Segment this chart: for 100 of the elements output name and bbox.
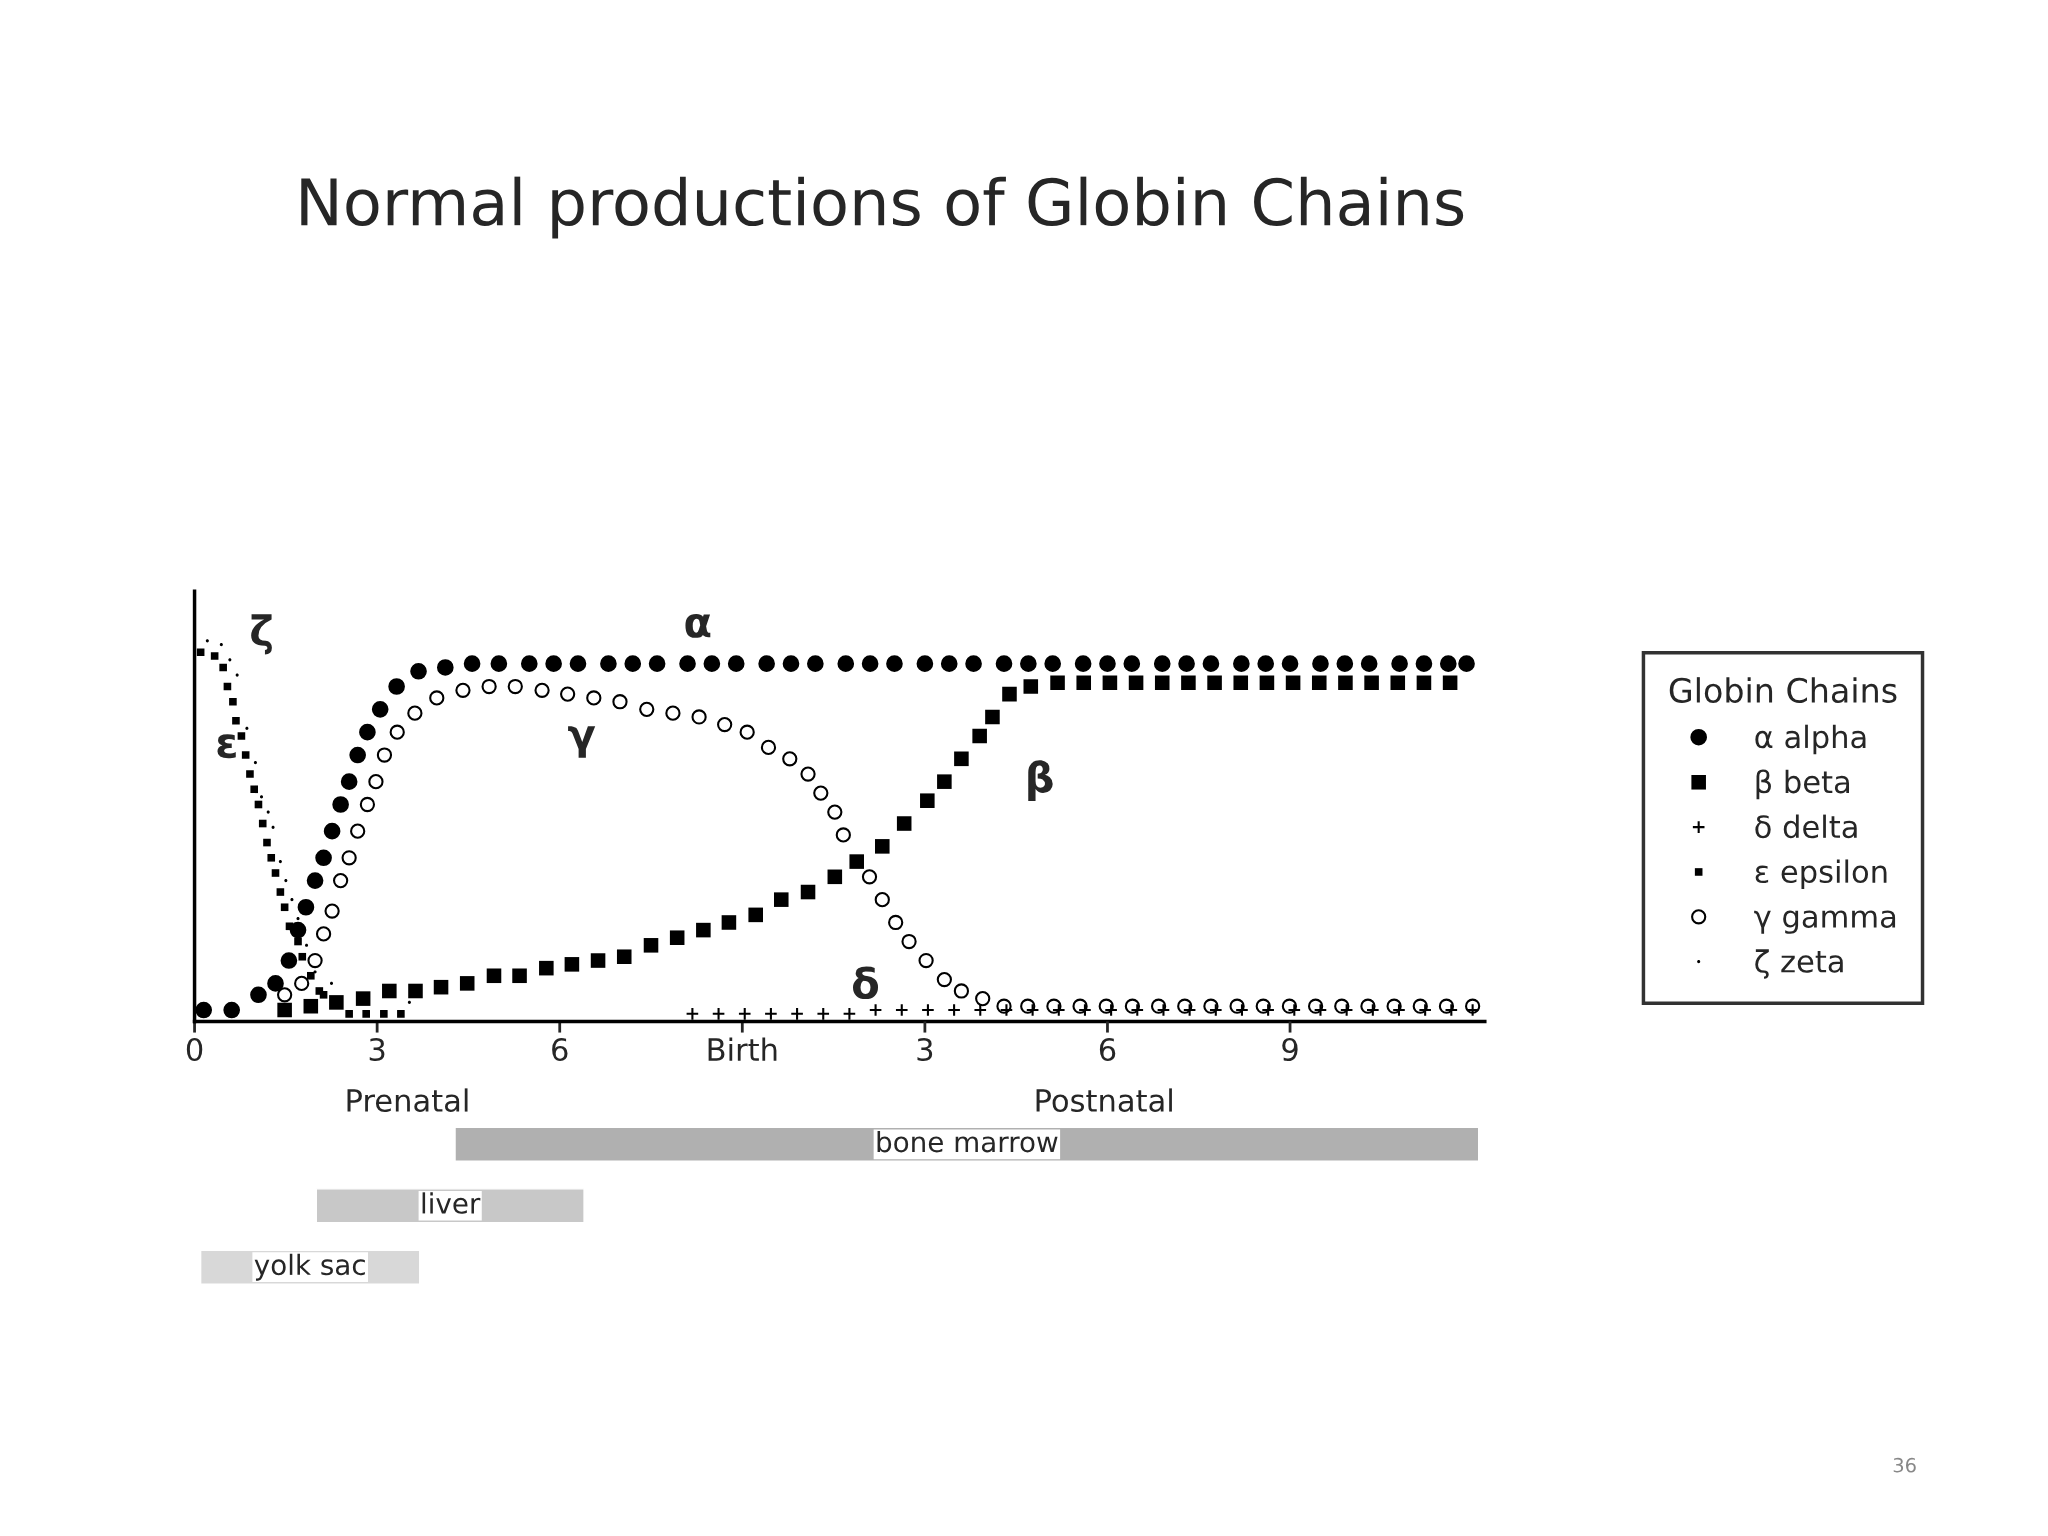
- point: [800, 884, 816, 900]
- point: [1076, 675, 1092, 690]
- point: [1044, 655, 1062, 672]
- point: [564, 957, 580, 972]
- point: [306, 872, 324, 889]
- point: [507, 678, 523, 695]
- point: [241, 751, 250, 759]
- point: [807, 655, 824, 672]
- point: [1233, 675, 1249, 690]
- point: [995, 655, 1013, 672]
- point: [973, 1003, 988, 1017]
- point: [1465, 1003, 1480, 1017]
- legend-label: δ delta: [1755, 814, 1857, 839]
- point: [1051, 1003, 1066, 1017]
- point: [679, 655, 696, 672]
- point: [340, 773, 358, 790]
- point: [696, 922, 711, 938]
- point: [1020, 655, 1037, 672]
- point: [918, 952, 934, 969]
- annotation: δ: [852, 966, 879, 1000]
- point: [332, 796, 349, 813]
- point: [1439, 655, 1457, 672]
- point: [294, 937, 302, 946]
- point: [954, 751, 969, 767]
- legend-label: γ gamma: [1754, 910, 1896, 934]
- text: Prenatal: [347, 1088, 468, 1113]
- point: [1416, 675, 1432, 690]
- point: [875, 839, 890, 854]
- point: [616, 949, 632, 965]
- point: [985, 709, 1000, 725]
- point: [1365, 1003, 1380, 1017]
- point: [842, 1006, 857, 1021]
- point: [1418, 1003, 1432, 1017]
- point: [669, 930, 685, 945]
- point: [1313, 1003, 1328, 1017]
- legend-label: ε epsilon: [1755, 859, 1887, 890]
- point: [376, 747, 393, 763]
- point: [278, 860, 282, 864]
- point: [1123, 655, 1141, 672]
- point: [362, 1010, 370, 1018]
- point: [1390, 675, 1406, 690]
- point: [711, 1006, 726, 1021]
- point: [773, 892, 789, 907]
- text: Postnatal: [1036, 1088, 1172, 1113]
- point: [1078, 1003, 1092, 1017]
- point: [1235, 1003, 1249, 1017]
- point: [1338, 675, 1353, 690]
- point: [1074, 655, 1092, 672]
- point: [1128, 675, 1144, 690]
- point: [407, 1000, 411, 1004]
- point: [827, 804, 843, 820]
- point: [429, 690, 445, 706]
- annotation: β: [1028, 760, 1053, 802]
- point: [408, 983, 423, 999]
- point: [888, 914, 904, 931]
- point: [816, 1006, 831, 1021]
- point: [323, 822, 341, 840]
- point: [1178, 655, 1195, 672]
- point: [298, 952, 307, 961]
- point: [648, 655, 666, 672]
- point: [999, 1003, 1014, 1017]
- point: [965, 655, 982, 672]
- point: [258, 819, 267, 828]
- point: [271, 869, 280, 877]
- point: [1050, 675, 1065, 690]
- point: [1285, 675, 1301, 690]
- point: [1391, 655, 1408, 672]
- point: [727, 655, 745, 672]
- point: [545, 655, 562, 672]
- point: [407, 705, 423, 721]
- point: [940, 655, 958, 672]
- point: [569, 655, 587, 672]
- point: [1336, 655, 1354, 672]
- point: [937, 774, 952, 789]
- annotation: ζ: [251, 614, 272, 655]
- point: [520, 655, 538, 672]
- point: [1392, 1003, 1406, 1017]
- point: [1415, 655, 1433, 672]
- point: [307, 952, 323, 969]
- point: [1002, 686, 1017, 702]
- point: [1102, 675, 1118, 690]
- point: [263, 838, 271, 847]
- point: [600, 655, 617, 672]
- point: [333, 872, 349, 889]
- point: [739, 724, 755, 740]
- point: [389, 724, 405, 740]
- point: [285, 922, 294, 931]
- point: [691, 709, 707, 725]
- point: [790, 1006, 804, 1021]
- point: [1208, 1003, 1223, 1017]
- point: [315, 926, 332, 942]
- point: [800, 766, 816, 782]
- point: [1154, 675, 1170, 690]
- point: [921, 1003, 935, 1017]
- point: [782, 751, 798, 767]
- point: [1281, 655, 1299, 672]
- legend-label: ζ zeta: [1755, 949, 1843, 979]
- point: [612, 694, 628, 710]
- point: [975, 990, 991, 1007]
- point: [901, 933, 917, 950]
